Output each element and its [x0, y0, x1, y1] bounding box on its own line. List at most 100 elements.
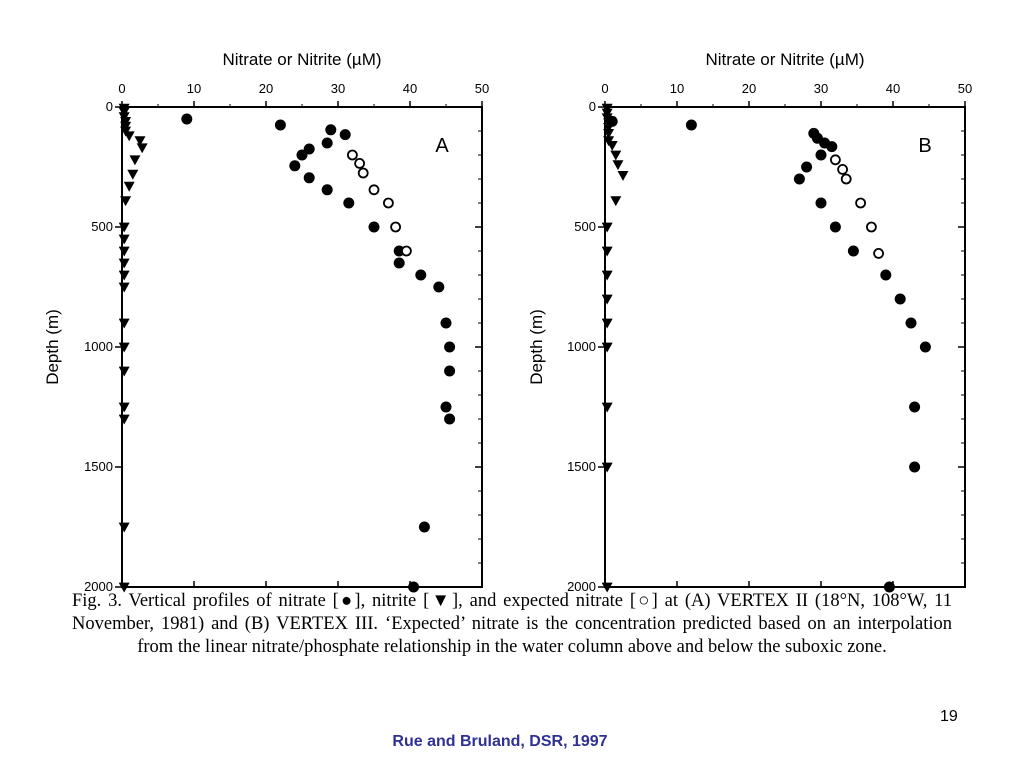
- panel-a-nitrate-point: [181, 113, 193, 125]
- panel-b-plot-frame: [604, 106, 966, 588]
- panel-a-nitrate-point: [321, 137, 333, 149]
- panel-a-nitrite-point: [123, 181, 135, 192]
- panel-a-nitrate-point: [274, 119, 286, 131]
- panel-b-nitrate-point: [909, 401, 921, 413]
- panel-a-y-tick-label: 1000: [84, 339, 113, 354]
- panel-b-y-axis-title: Depth (m): [527, 309, 546, 385]
- panel-a-nitrite-point: [118, 318, 130, 329]
- panel-a-expected-nitrate-point: [346, 149, 358, 161]
- panel-b-nitrite-point: [601, 270, 613, 281]
- panel-b-x-tick-label: 20: [742, 81, 756, 96]
- panel-a-x-tick-label: 30: [331, 81, 345, 96]
- panel-b-nitrate-point: [905, 317, 917, 329]
- panel-b-y-tick-label: 1500: [567, 459, 596, 474]
- panel-a-nitrite-point: [134, 136, 146, 147]
- panel-b-x-axis-title: Nitrate or Nitrite (µM): [705, 50, 864, 69]
- panel-b-nitrate-point: [815, 197, 827, 209]
- panel-a-nitrate-point: [444, 365, 456, 377]
- panel-b-nitrite-point: [601, 582, 613, 593]
- panel-b-x-tick-label: 40: [886, 81, 900, 96]
- panel-b-nitrite-point: [601, 318, 613, 329]
- panel-b-nitrate-point: [826, 141, 838, 153]
- panel-b-y-tick-label: 2000: [567, 579, 596, 594]
- page-number: 19: [940, 708, 958, 725]
- panel-b-x-tick-label: 30: [814, 81, 828, 96]
- panel-b-nitrite-point: [601, 462, 613, 473]
- panel-a-expected-nitrate-point: [357, 167, 369, 179]
- panel-a-nitrite-point: [120, 196, 132, 207]
- panel-a-nitrate-point: [289, 160, 301, 172]
- panel-a-expected-nitrate-point: [354, 157, 366, 169]
- panel-a-y-tick-label: 1500: [84, 459, 113, 474]
- panel-b-expected-nitrate-point: [855, 197, 866, 209]
- panel-a-nitrite-point: [118, 270, 130, 281]
- panel-b-nitrate-point: [880, 269, 892, 281]
- panel-a-nitrite-point: [118, 258, 130, 269]
- panel-b-nitrite-point: [606, 141, 618, 151]
- panel-b-nitrate-point: [847, 245, 859, 257]
- panel-b-nitrite-point: [610, 196, 622, 207]
- panel-a-expected-nitrate-point: [382, 197, 394, 209]
- panel-a-nitrate-point: [415, 269, 427, 281]
- panel-b-nitrate-point: [801, 161, 813, 173]
- panel-a-x-tick-label: 20: [259, 81, 273, 96]
- panel-b-nitrite-point: [601, 342, 613, 353]
- panel-b-nitrite-point: [603, 123, 615, 133]
- panel-a-nitrate-point: [303, 172, 315, 184]
- panel-a-x-tick-label: 50: [475, 81, 489, 96]
- panel-a-nitrate-point: [393, 257, 405, 269]
- panel-a-x-tick-label: 0: [118, 81, 125, 96]
- panel-b-nitrite-point: [601, 246, 613, 257]
- panel-a-nitrite-point: [118, 282, 130, 293]
- panel-a-expected-nitrate-point: [400, 245, 412, 257]
- panel-b-nitrite-point: [617, 171, 629, 181]
- panel-a-y-tick-label: 2000: [84, 579, 113, 594]
- panel-b-y-tick-label: 0: [589, 99, 596, 114]
- panel-a-x-axis-title: Nitrate or Nitrite (µM): [222, 50, 381, 69]
- panel-a-y-tick-label: 0: [106, 99, 113, 114]
- panel-a-y-tick-label: 500: [91, 219, 113, 234]
- panel-a-x-tick-label: 10: [187, 81, 201, 96]
- panel-b-nitrate-point: [685, 119, 697, 131]
- panel-a-nitrate-point: [444, 341, 456, 353]
- panel-b-expected-nitrate-point: [830, 154, 841, 166]
- panel-b-label: B: [918, 135, 931, 157]
- panel-b-x-tick-label: 10: [670, 81, 684, 96]
- panel-a-nitrate-point: [440, 401, 452, 413]
- panel-b-y-tick-label: 1000: [567, 339, 596, 354]
- panel-b-nitrite-point: [603, 129, 615, 139]
- panel-b-nitrate-point: [919, 341, 931, 353]
- panel-a-nitrite-point: [129, 155, 141, 166]
- panel-a-nitrate-point: [339, 129, 351, 141]
- panel-a-plot-frame: [121, 106, 483, 588]
- panel-a-nitrate-point: [433, 281, 445, 293]
- panel-a-nitrite-point: [118, 222, 130, 233]
- panel-b-nitrate-point: [829, 221, 841, 233]
- citation: Rue and Bruland, DSR, 1997: [392, 733, 608, 750]
- panel-b-x-tick-label: 50: [958, 81, 972, 96]
- panel-b-expected-nitrate-point: [840, 173, 852, 185]
- panel-a-x-tick-label: 40: [403, 81, 417, 96]
- panel-b-x-tick-label: 0: [601, 81, 608, 96]
- panel-b-nitrite-point: [601, 294, 613, 305]
- panel-b-nitrate-point: [883, 581, 895, 593]
- panel-a-nitrate-point: [296, 149, 308, 161]
- panel-b-nitrite-point: [601, 402, 613, 413]
- panel-b-expected-nitrate-point: [866, 221, 877, 233]
- panel-a-expected-nitrate-point: [390, 221, 402, 233]
- panel-a-nitrite-point: [127, 169, 139, 180]
- panel-b-nitrite-point: [612, 160, 624, 171]
- panel-a-nitrate-point: [408, 581, 420, 593]
- panel-b-nitrite-point: [601, 222, 613, 233]
- panel-b-y-tick-label: 500: [574, 219, 596, 234]
- panel-a-nitrite-point: [136, 143, 148, 154]
- panel-b-nitrite-point: [610, 150, 622, 161]
- panel-b-nitrate-point: [894, 293, 906, 305]
- panel-a-nitrate-point: [418, 521, 430, 533]
- panel-b-nitrate-point: [793, 173, 805, 185]
- panel-a-nitrite-point: [118, 342, 130, 353]
- panel-a-nitrite-point: [118, 414, 130, 425]
